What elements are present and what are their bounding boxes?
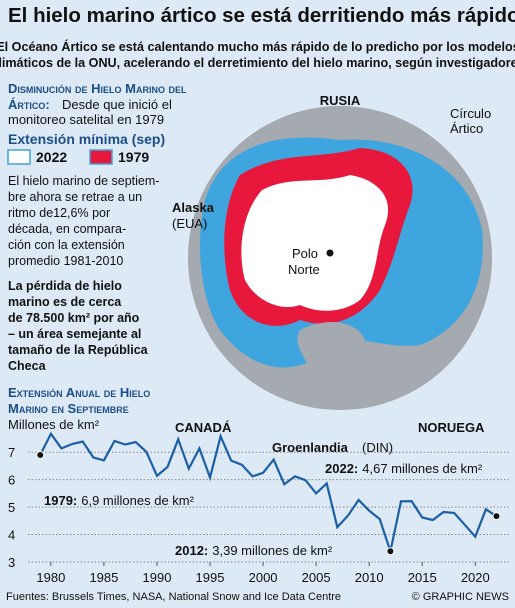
- pole-dot: [326, 249, 334, 257]
- panel-highlight: Checa: [8, 359, 47, 373]
- highlight-dot: [36, 450, 45, 459]
- annotation-text: 6,9 millones de km²: [81, 493, 194, 508]
- subtitle: climáticos de la ONU, acelerando el derr…: [0, 56, 515, 70]
- ice-2022: [241, 175, 389, 311]
- annotation-year: 1979:: [44, 493, 77, 508]
- sources: Fuentes: Brussels Times, NASA, National …: [6, 591, 341, 603]
- highlight-dot: [492, 512, 501, 521]
- x-tick-label: 2005: [302, 570, 331, 585]
- annotation-year: 2012:: [175, 543, 208, 558]
- annotation: 2012: 3,39 millones de km²: [175, 543, 333, 558]
- legend-title: Extensión mínima (sep): [8, 131, 165, 147]
- panel-highlight: de 78.500 km² por año: [8, 311, 140, 325]
- chart-title: Extensión Anual de Hielo: [8, 385, 150, 400]
- x-tick-label: 2020: [461, 570, 490, 585]
- legend-swatch: [7, 149, 31, 165]
- credit: © GRAPHIC NEWS: [412, 591, 509, 603]
- panel-highlight: La pérdida de hielo: [8, 279, 122, 293]
- legend-label: 2022: [36, 149, 67, 165]
- panel-text: bre ahora se retrae a un: [8, 190, 142, 204]
- map: [188, 106, 492, 410]
- y-tick-label: 7: [8, 445, 15, 460]
- panel-text: ritmo de12,6% por: [8, 206, 110, 220]
- map-label: Círculo: [450, 106, 491, 121]
- map-label: Norte: [288, 262, 320, 277]
- y-tick-label: 5: [8, 500, 15, 515]
- annotation-text: 4,67 millones de km²: [362, 461, 483, 476]
- y-tick-label: 3: [8, 555, 15, 570]
- map-label: (DIN): [362, 440, 393, 455]
- y-axis-label: Millones de km²: [8, 417, 100, 432]
- y-tick-label: 4: [8, 528, 15, 543]
- subtitle: El Océano Ártico se está calentando much…: [0, 39, 515, 54]
- x-tick-label: 1990: [143, 570, 172, 585]
- map-label: (EUA): [172, 216, 207, 231]
- map-label: Polo: [292, 246, 318, 261]
- map-label: RUSIA: [320, 93, 361, 108]
- panel-highlight: tamaño de la República: [8, 343, 149, 357]
- chart-title: Marino en Septiembre: [8, 401, 129, 416]
- panel-heading: Ártico:: [8, 97, 50, 112]
- annotation: 2022: 4,67 millones de km²: [325, 461, 483, 476]
- panel-heading: Disminución de Hielo Marino del: [8, 81, 187, 96]
- annotation-year: 2022:: [325, 461, 358, 476]
- map-label: Alaska: [172, 200, 215, 215]
- panel-highlight: marino es de cerca: [8, 295, 122, 309]
- panel-intro: Desde que inició el: [62, 97, 172, 112]
- highlight-dot: [386, 547, 395, 556]
- panel-text: El hielo marino de septiem-: [8, 174, 159, 188]
- greenland: [297, 322, 369, 409]
- map-label: CANADÁ: [175, 420, 232, 435]
- x-tick-label: 1995: [196, 570, 225, 585]
- panel-text: década, en compara-: [8, 222, 126, 236]
- legend-label: 1979: [118, 149, 149, 165]
- panel-highlight: – un área semejante al: [8, 327, 141, 341]
- map-label: Ártico: [450, 121, 483, 136]
- x-tick-label: 2000: [249, 570, 278, 585]
- map-label: Groenlandia: [272, 440, 349, 455]
- map-label: NORUEGA: [418, 420, 485, 435]
- annotation: 1979: 6,9 millones de km²: [44, 493, 195, 508]
- title: El hielo marino ártico se está derritien…: [8, 4, 515, 27]
- x-tick-label: 2010: [355, 570, 384, 585]
- annotation-text: 3,39 millones de km²: [212, 543, 333, 558]
- panel-text: ción con la extensión: [8, 238, 125, 252]
- panel-text: promedio 1981-2010: [8, 254, 123, 268]
- x-tick-label: 2015: [408, 570, 437, 585]
- x-tick-label: 1980: [36, 570, 65, 585]
- y-tick-label: 6: [8, 473, 15, 488]
- panel-intro: monitoreo satelital en 1979: [8, 112, 164, 127]
- line: [39, 431, 498, 556]
- x-tick-label: 1985: [89, 570, 118, 585]
- legend-swatch: [89, 149, 113, 165]
